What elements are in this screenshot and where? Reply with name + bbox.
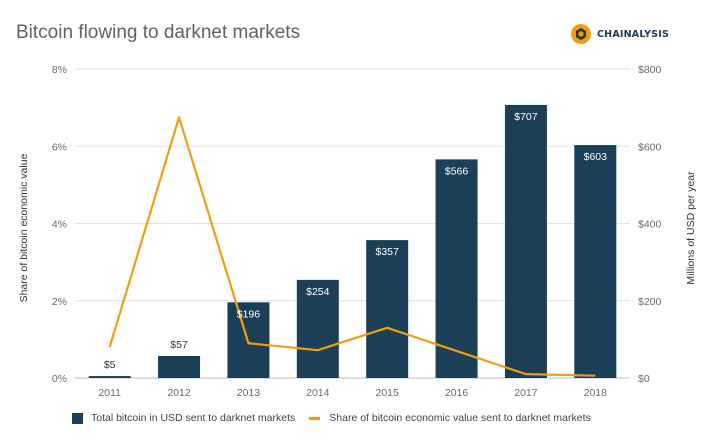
right-tick-label: $800 <box>638 64 662 76</box>
left-axis-title: Share of bitcoin economic value <box>18 153 30 302</box>
left-tick-label: 6% <box>52 141 67 153</box>
legend-item-line: Share of bitcoin economic value sent to … <box>309 412 591 424</box>
brand-name: CHAINALYSIS <box>597 28 669 40</box>
bar <box>504 104 547 378</box>
left-tick-label: 8% <box>52 64 67 76</box>
left-tick-label: 4% <box>52 219 67 231</box>
bar-series <box>88 104 617 378</box>
bar <box>574 145 617 378</box>
chainalysis-logo-icon <box>571 24 591 44</box>
x-axis-ticks: 2011 2012 2013 2014 2015 2016 2017 2018 <box>98 387 607 399</box>
x-tick-label: 2016 <box>445 387 469 399</box>
right-axis-ticks: $0 $200 $400 $600 $800 <box>638 64 662 385</box>
x-tick-label: 2014 <box>306 387 330 399</box>
bar-data-label: $357 <box>376 246 400 258</box>
bar-data-label: $603 <box>584 151 608 163</box>
brand-logo: CHAINALYSIS <box>570 23 669 45</box>
bar-data-label: $5 <box>104 359 116 371</box>
bar-data-label: $566 <box>445 165 469 177</box>
bar-data-label: $57 <box>170 339 188 351</box>
right-tick-label: $600 <box>638 141 662 153</box>
legend: Total bitcoin in USD sent to darknet mar… <box>72 412 605 424</box>
chart-title: Bitcoin flowing to darknet markets <box>16 22 301 43</box>
left-axis-ticks: 0% 2% 4% 6% 8% <box>52 64 67 385</box>
x-tick-label: 2013 <box>237 387 261 399</box>
x-tick-label: 2015 <box>376 387 400 399</box>
x-tick-label: 2012 <box>167 387 191 399</box>
bar <box>88 376 131 378</box>
right-tick-label: $0 <box>638 373 650 385</box>
bar-data-label: $707 <box>514 111 538 123</box>
right-tick-label: $200 <box>638 296 662 308</box>
x-tick-label: 2011 <box>98 387 121 399</box>
left-tick-label: 0% <box>52 373 67 385</box>
bar <box>158 355 201 378</box>
x-tick-label: 2017 <box>514 387 538 399</box>
line-series <box>108 116 596 377</box>
bar-data-labels: $5 $57 $196 $254 $357 $566 $707 $603 <box>104 111 607 371</box>
bar <box>435 159 478 378</box>
right-tick-label: $400 <box>638 219 662 231</box>
bar <box>366 240 409 378</box>
legend-label-bars: Total bitcoin in USD sent to darknet mar… <box>91 412 296 424</box>
legend-swatch-bars <box>72 412 83 424</box>
bar-data-label: $254 <box>306 286 330 298</box>
bar-data-label: $196 <box>237 308 261 320</box>
share-line <box>108 116 596 377</box>
legend-label-line: Share of bitcoin economic value sent to … <box>329 412 591 424</box>
legend-item-bars: Total bitcoin in USD sent to darknet mar… <box>72 412 295 424</box>
bar <box>296 279 339 378</box>
left-tick-label: 2% <box>52 296 67 308</box>
x-tick-label: 2018 <box>584 387 608 399</box>
legend-swatch-line <box>309 416 321 420</box>
right-axis-title: Millions of USD per year <box>685 171 697 285</box>
